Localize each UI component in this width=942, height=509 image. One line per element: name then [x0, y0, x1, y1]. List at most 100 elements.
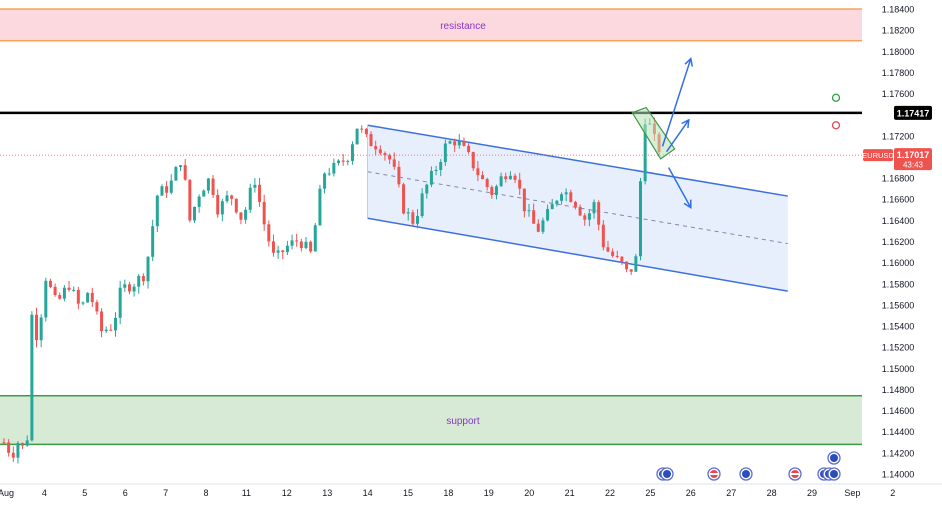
candle-up [546, 209, 550, 221]
time-tick: 20 [524, 488, 534, 498]
time-tick: 8 [203, 488, 208, 498]
candle-down [573, 201, 577, 207]
key-level-price-tag [894, 105, 932, 120]
candle-down [536, 223, 540, 232]
candle-down [485, 179, 489, 188]
scenario-arrowhead-3 [683, 199, 692, 210]
price-tick: 1.16400 [882, 216, 915, 226]
time-tick: 5 [82, 488, 87, 498]
time-tick: 18 [443, 488, 453, 498]
last-price-label: 1.17017 [897, 150, 930, 160]
candle-up [220, 201, 224, 215]
scenario-arrow-2 [665, 119, 690, 153]
candle-down [109, 329, 113, 331]
event-flag-eu [742, 470, 750, 478]
last-price-tag [894, 148, 932, 171]
candle-up [639, 181, 643, 257]
candle-up [494, 186, 498, 196]
candle-down [620, 256, 624, 262]
candle-down [597, 202, 601, 225]
candle-up [439, 162, 443, 170]
candle-up [72, 289, 76, 291]
event-flag-icon [660, 467, 674, 481]
time-tick: Aug [0, 488, 14, 498]
candle-up [86, 292, 90, 303]
candle-down [578, 206, 582, 216]
candle-up [425, 184, 429, 194]
candle-down [258, 184, 262, 202]
scenario-arrowhead-2 [681, 118, 690, 128]
candle-up [81, 302, 85, 304]
candle-up [406, 212, 410, 214]
candle-down [211, 178, 215, 195]
candle-down [271, 241, 275, 253]
candle-down [48, 280, 52, 287]
candle-down [601, 224, 605, 248]
candle-down [583, 215, 587, 220]
event-flag-icon [739, 467, 753, 481]
candle-up [118, 287, 122, 318]
candle-down [411, 212, 415, 224]
event-flag-stripe [710, 473, 718, 475]
candle-down [453, 141, 457, 146]
price-tick: 1.18000 [882, 47, 915, 57]
scenario-arrowhead-1 [684, 57, 694, 67]
economic-events [656, 451, 841, 481]
candle-up [337, 160, 341, 163]
time-tick: 2 [890, 488, 895, 498]
channel-upper-line [367, 124, 788, 197]
candle-down [295, 240, 299, 242]
price-tick: 1.14600 [882, 406, 915, 416]
candle-up [276, 250, 280, 253]
price-tick: 1.14800 [882, 385, 915, 395]
candle-up [206, 178, 210, 191]
time-tick: 11 [242, 488, 251, 498]
red-indicator-dot [831, 121, 841, 130]
zones-layer: resistance support [0, 8, 862, 446]
candle-down [165, 186, 169, 193]
candle-up [62, 287, 66, 299]
price-axis[interactable]: 1.18400 1.18200 1.18000 1.17800 1.17600 1.172… [862, 5, 932, 480]
candle-down [95, 302, 99, 312]
time-tick: 27 [726, 488, 736, 498]
zone-resistance [0, 9, 862, 41]
event-flag-eu [663, 470, 671, 478]
time-tick: Sep [844, 488, 860, 498]
time-axis[interactable]: Aug 4 5 6 7 8 11 12 13 14 15 18 19 20 21 22 25 26 27 28 29 Se… [0, 483, 942, 498]
candles-layer [2, 117, 661, 464]
time-tick: 19 [484, 488, 494, 498]
time-tick: 25 [645, 488, 655, 498]
candle-up [114, 317, 118, 331]
candle-up [44, 280, 48, 318]
candle-up [429, 170, 433, 185]
candle-down [518, 179, 522, 189]
candle-up [313, 225, 317, 252]
candle-up [248, 187, 252, 210]
candle-down [262, 201, 266, 225]
price-tick: 1.15800 [882, 279, 915, 289]
candle-up [350, 144, 354, 161]
candle-up [541, 220, 545, 232]
candle-up [155, 195, 159, 227]
green-indicator-dot [831, 93, 841, 102]
candle-down [230, 195, 234, 199]
candle-up [25, 440, 29, 446]
candle-up [457, 140, 461, 146]
time-tick: 22 [605, 488, 615, 498]
price-tick: 1.17200 [882, 131, 915, 141]
event-flag-icon [788, 467, 802, 481]
candle-down [606, 247, 610, 252]
candle-down [267, 224, 271, 242]
candle-down [76, 289, 80, 304]
candle-down [490, 187, 494, 196]
time-tick: 26 [686, 488, 696, 498]
candle-down [127, 284, 131, 292]
candle-up [132, 286, 136, 292]
price-tick: 1.17800 [882, 68, 915, 78]
price-tick: 1.16800 [882, 174, 915, 184]
candle-up [285, 245, 289, 253]
candle-up [169, 180, 173, 193]
time-tick: 14 [363, 488, 373, 498]
candle-up [508, 175, 512, 180]
